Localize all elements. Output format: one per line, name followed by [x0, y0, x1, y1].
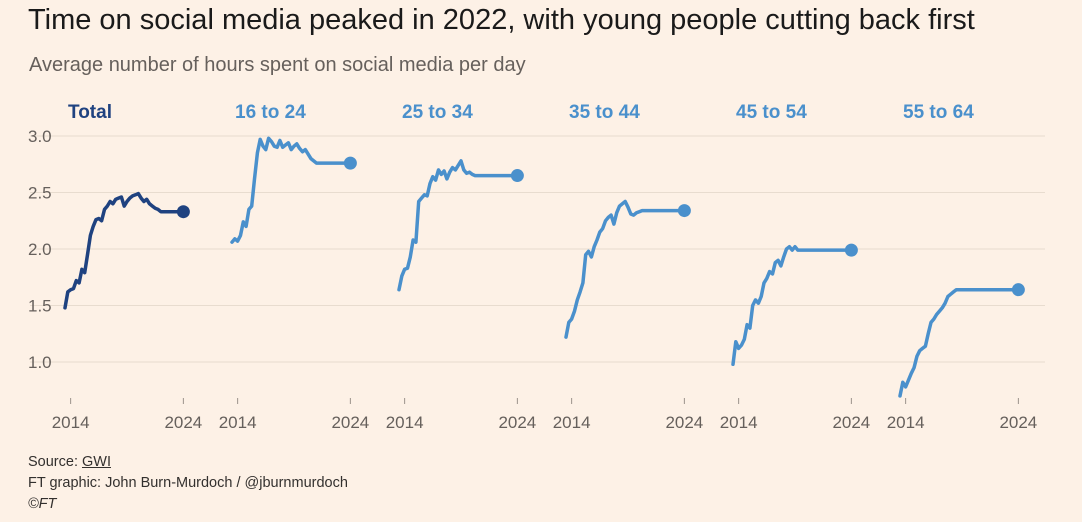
x-tick-label: 2014 [553, 413, 591, 432]
small-multiples-chart: 1.0 1.5 2.0 2.5 3.0 Total 2014 2024 16 to 24 2014… [28, 102, 1045, 432]
source-label: Source: [28, 454, 82, 470]
y-tick-label: 3.0 [28, 127, 52, 146]
series-endpoint [677, 204, 691, 218]
chart-title: Time on social media peaked in 2022, wit… [28, 4, 975, 36]
x-tick-label: 2024 [331, 413, 369, 432]
x-tick-label: 2014 [887, 413, 925, 432]
series-line [898, 287, 1021, 398]
panel-label: 35 to 44 [569, 102, 640, 123]
credit-line: FT graphic: John Burn-Murdoch / @jburnmu… [28, 475, 348, 491]
series-endpoint [176, 205, 190, 219]
series-endpoint [1011, 283, 1025, 297]
y-tick-label: 1.0 [28, 353, 52, 372]
x-tick-label: 2024 [665, 413, 703, 432]
panel-label: 16 to 24 [235, 102, 306, 123]
y-tick-label: 2.0 [28, 240, 52, 259]
x-tick-label: 2014 [219, 413, 257, 432]
x-tick-label: 2024 [832, 413, 870, 432]
panel-label: 25 to 34 [402, 102, 473, 123]
x-tick-label: 2014 [720, 413, 758, 432]
x-tick-label: 2014 [52, 413, 90, 432]
y-tick-label: 2.5 [28, 184, 52, 203]
series-line [731, 244, 854, 367]
chart-subtitle: Average number of hours spent on social … [29, 54, 526, 76]
series-endpoint [844, 243, 858, 257]
panel-label: 45 to 54 [736, 102, 807, 123]
panel-label: 55 to 64 [903, 102, 974, 123]
copyright: ©FT [28, 496, 57, 512]
y-tick-label: 1.5 [28, 297, 52, 316]
series-line [397, 159, 520, 292]
x-tick-label: 2024 [999, 413, 1037, 432]
series-line [230, 136, 353, 244]
x-tick-label: 2014 [386, 413, 424, 432]
x-tick-label: 2024 [498, 413, 536, 432]
series-endpoint [510, 169, 524, 183]
footer: Source: GWI FT graphic: John Burn-Murdoc… [28, 452, 348, 515]
series-endpoint [343, 156, 357, 170]
series-line [564, 199, 687, 339]
source-line: Source: GWI [28, 452, 348, 473]
series-line [63, 191, 186, 310]
x-tick-label: 2024 [164, 413, 202, 432]
source-link[interactable]: GWI [82, 454, 111, 470]
panel-label: Total [68, 102, 112, 123]
